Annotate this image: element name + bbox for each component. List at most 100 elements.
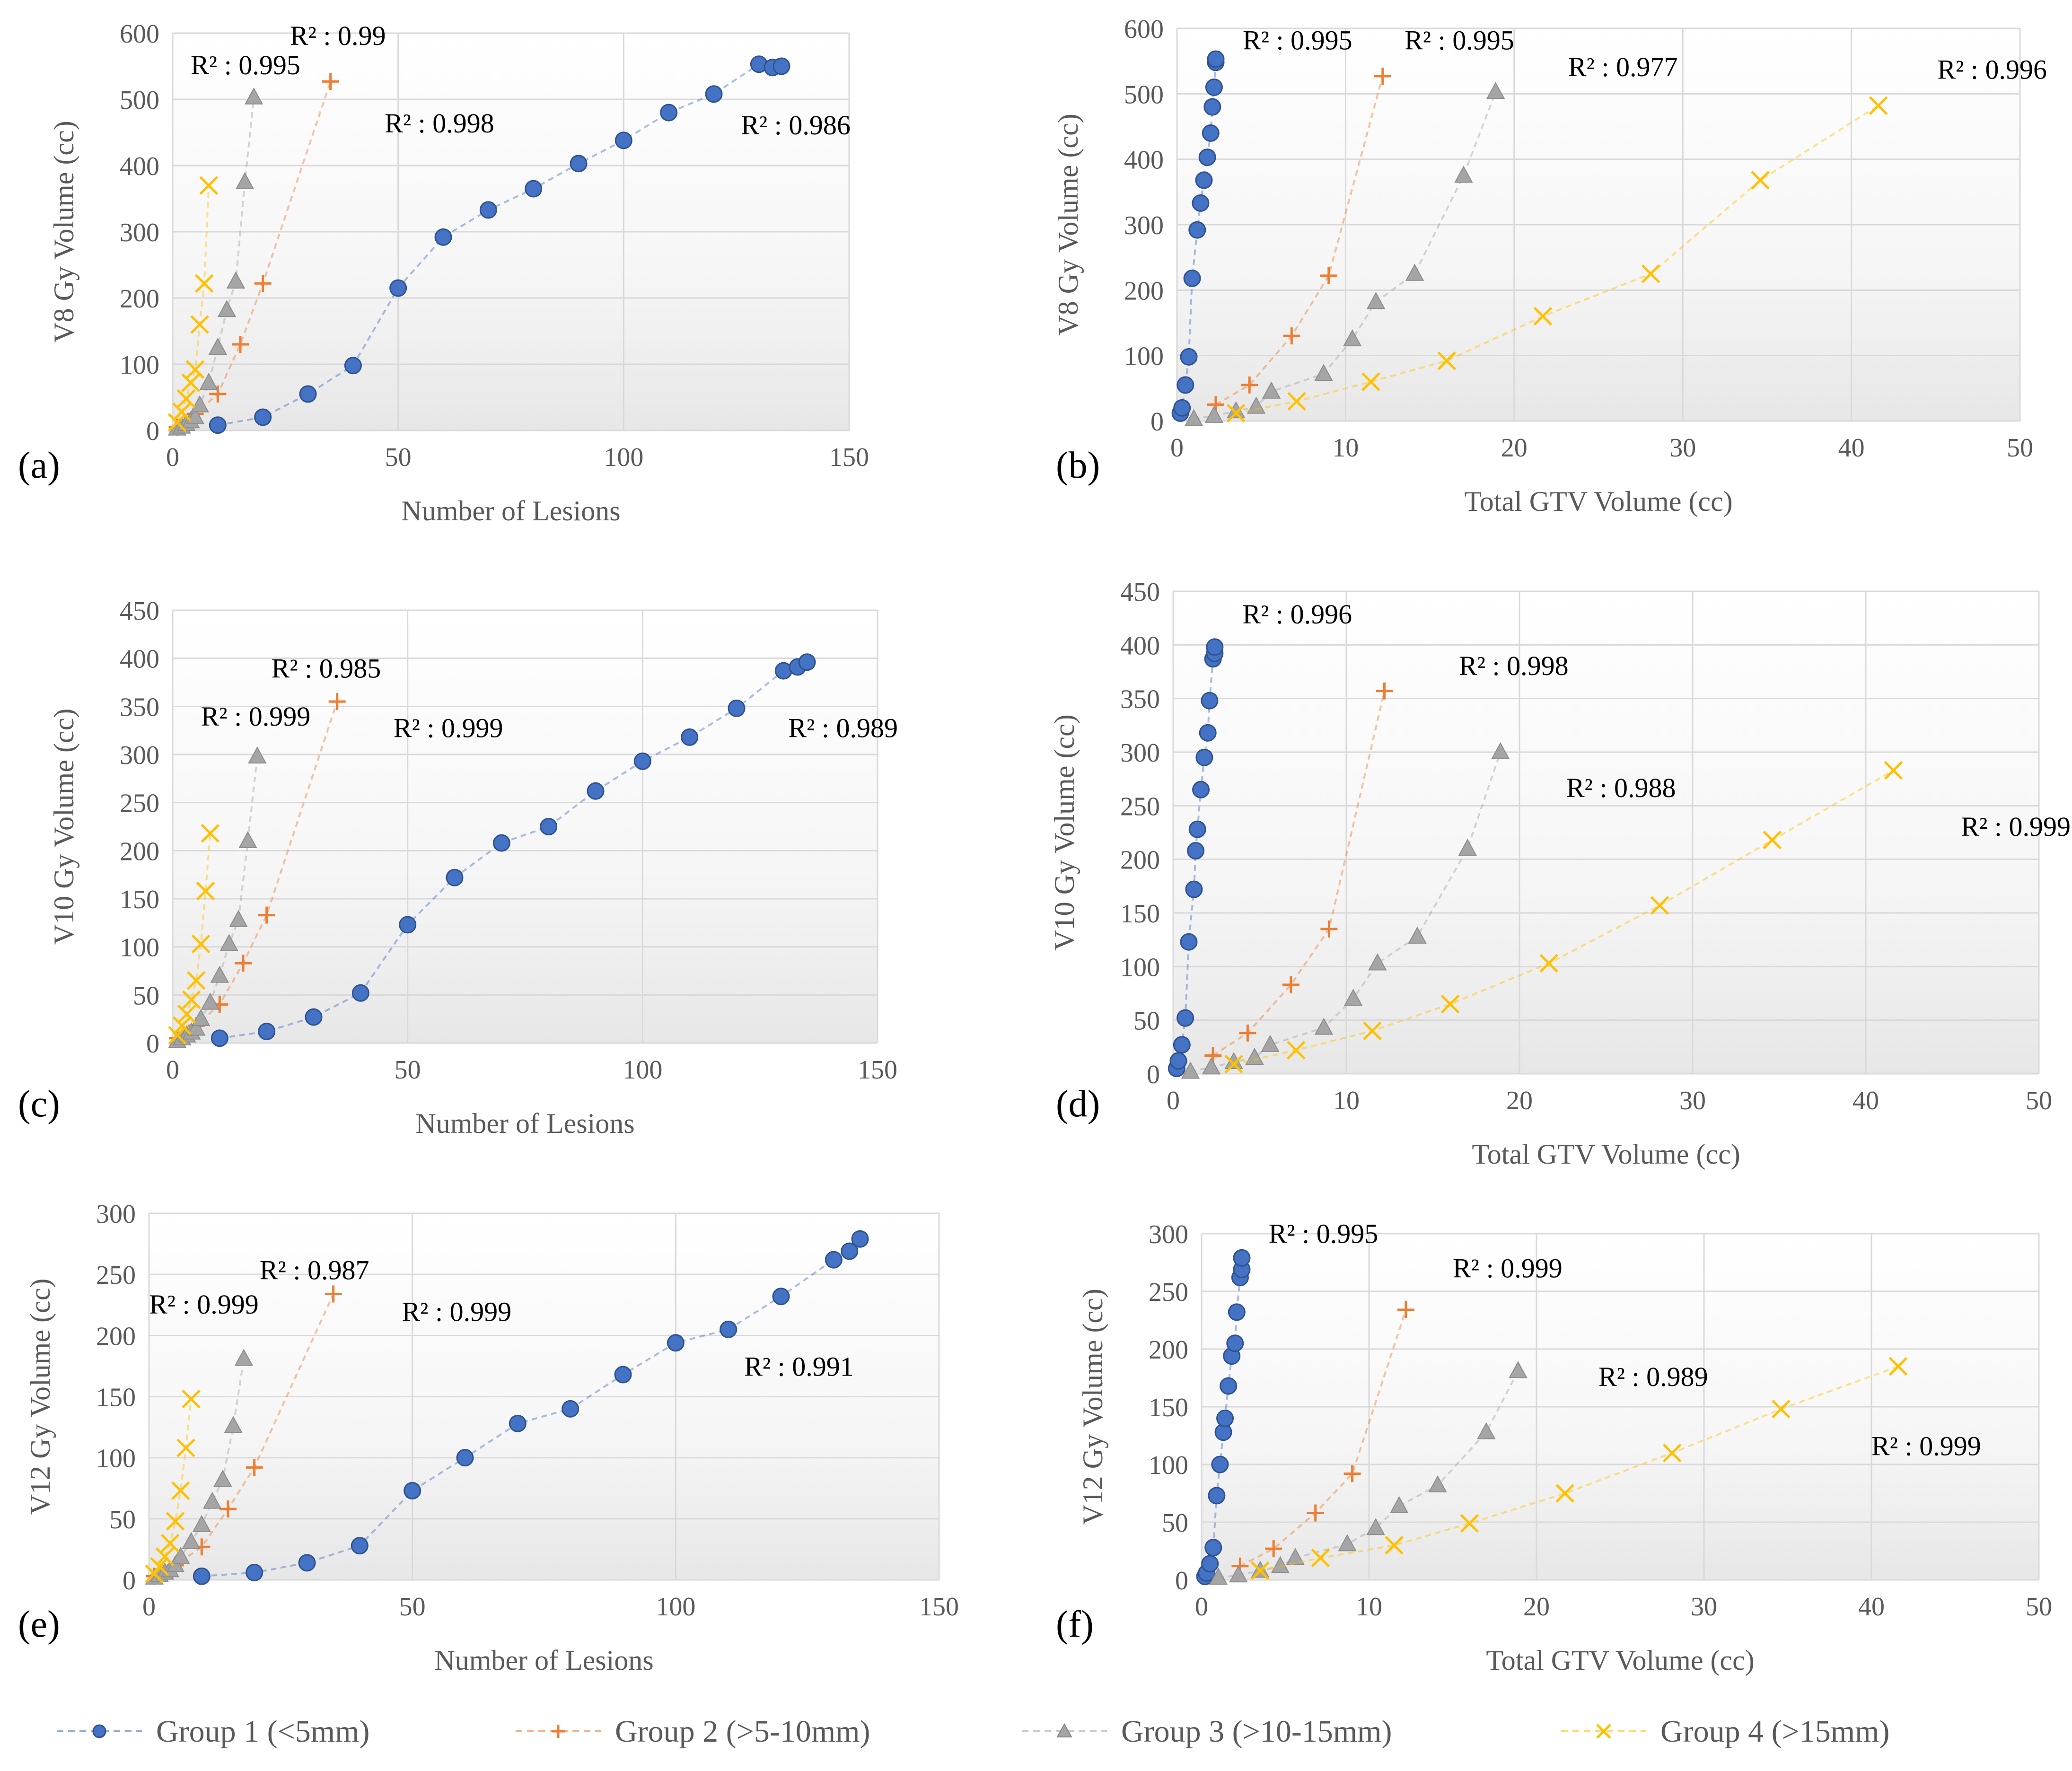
y-tick-label: 400 [1124, 146, 1164, 175]
y-tick-label: 400 [1120, 631, 1160, 660]
data-point-group-4 [191, 934, 211, 954]
data-point-group-4 [171, 1481, 190, 1500]
data-point-group-4 [1460, 1514, 1479, 1533]
legend-label-group-2: Group 2 (>5-10mm) [615, 1714, 870, 1749]
data-point-group-1 [1199, 724, 1217, 742]
data-point-group-2 [232, 336, 249, 353]
r-squared-label: R² : 0.998 [385, 108, 494, 139]
plot-area-d [1173, 591, 2039, 1074]
panel-label-a: (a) [18, 445, 60, 486]
data-point-group-3 [1271, 1556, 1290, 1573]
data-point-group-4 [1287, 392, 1306, 411]
y-tick-label: 0 [1147, 1060, 1160, 1089]
data-point-group-3 [201, 992, 220, 1010]
x-tick-label: 50 [395, 1055, 421, 1085]
x-tick-label: 100 [656, 1592, 695, 1622]
data-point-group-3 [1181, 1061, 1200, 1079]
x-tick-label: 0 [1167, 1086, 1180, 1115]
series-line-group-2 [176, 701, 338, 1039]
data-point-group-4 [190, 315, 209, 334]
x-tick-label: 50 [385, 443, 412, 472]
data-point-group-3 [182, 1532, 201, 1549]
data-point-group-1 [540, 818, 558, 835]
data-point-group-1 [773, 57, 790, 75]
y-axis-title: V8 Gy Volume (cc) [48, 121, 79, 342]
y-tick-label: 100 [96, 1444, 136, 1473]
data-point-group-3 [185, 407, 205, 424]
data-point-group-2 [258, 906, 275, 924]
data-point-group-1 [1233, 1249, 1251, 1267]
x-tick-label: 50 [2026, 1086, 2052, 1115]
y-tick-label: 300 [120, 741, 159, 770]
data-point-group-2 [1343, 1465, 1361, 1482]
data-point-group-2 [1241, 376, 1258, 394]
data-point-group-3 [1209, 1568, 1228, 1585]
data-point-group-2 [1374, 67, 1391, 85]
y-tick-label: 0 [1175, 1566, 1188, 1596]
y-axis-title: V10 Gy Volume (cc) [48, 709, 79, 945]
data-point-group-3 [1486, 82, 1505, 99]
data-point-group-4 [1361, 372, 1380, 391]
data-point-group-3 [1343, 329, 1362, 347]
data-point-group-1 [1211, 1455, 1229, 1473]
r-squared-label: R² : 0.999 [1453, 1253, 1563, 1284]
data-point-group-1 [825, 1251, 843, 1269]
data-point-group-4 [181, 373, 200, 392]
data-point-group-2 [1320, 267, 1337, 284]
legend-label-group-1: Group 1 (<5mm) [156, 1714, 370, 1749]
panel-label-d: (d) [1056, 1083, 1100, 1125]
data-point-group-2 [254, 275, 272, 292]
data-point-group-2 [246, 1459, 263, 1476]
y-tick-label: 0 [146, 417, 159, 446]
data-point-group-3 [238, 831, 257, 848]
r-squared-label: R² : 0.996 [1242, 599, 1352, 630]
y-tick-label: 200 [1149, 1335, 1188, 1365]
data-point-group-2 [325, 1285, 342, 1303]
x-tick-label: 50 [399, 1592, 426, 1622]
data-point-group-4 [1772, 1400, 1791, 1419]
r-squared-label: R² : 0.999 [394, 712, 503, 743]
data-point-group-3 [1390, 1496, 1409, 1513]
data-point-group-2 [1320, 921, 1338, 938]
data-point-group-1 [1187, 842, 1205, 860]
data-point-group-4 [160, 1534, 180, 1553]
data-point-group-3 [210, 965, 229, 983]
data-point-group-1 [1203, 98, 1221, 116]
data-point-group-3 [1261, 1035, 1280, 1052]
data-point-group-3 [226, 271, 246, 289]
x-tick-label: 100 [623, 1055, 662, 1085]
data-point-group-3 [208, 337, 228, 355]
data-point-group-1 [525, 180, 543, 198]
x-tick-label: 100 [604, 443, 643, 472]
x-axis-title: Number of Lesions [434, 1645, 653, 1676]
data-point-group-3 [248, 746, 267, 764]
data-point-group-1 [1207, 50, 1225, 68]
y-tick-label: 300 [1124, 211, 1164, 240]
data-point-group-1 [246, 1564, 263, 1581]
data-point-group-1 [1188, 820, 1206, 838]
series-line-group-3 [176, 97, 255, 430]
data-point-group-1 [1185, 880, 1203, 898]
data-point-group-1 [1202, 124, 1220, 142]
y-axis-title: V8 Gy Volume (cc) [1053, 114, 1084, 335]
data-point-group-1 [614, 1366, 632, 1384]
data-point-group-1 [1201, 692, 1219, 710]
chart-d: 0 10 20 30 40 50 0 50 100 150 200 250 300 350 400 450 To… [1049, 578, 2071, 1170]
data-point-group-3 [1204, 405, 1224, 423]
r-squared-label: R² : 0.995 [191, 50, 300, 80]
data-point-group-4 [1869, 96, 1888, 115]
panel-label-b: (b) [1056, 445, 1100, 486]
data-point-group-3 [235, 172, 255, 189]
data-point-group-1 [1192, 780, 1210, 798]
legend-marker-group-3 [1056, 1723, 1072, 1737]
y-tick-label: 50 [133, 981, 159, 1010]
data-point-group-1 [299, 385, 317, 403]
data-point-group-4 [1555, 1484, 1574, 1503]
r-squared-label: R² : 0.987 [260, 1255, 369, 1286]
data-point-group-1 [1216, 1409, 1234, 1427]
data-point-group-4 [1662, 1443, 1682, 1463]
x-tick-label: 0 [166, 443, 179, 472]
data-point-group-3 [192, 1515, 211, 1532]
data-point-group-1 [1173, 399, 1191, 417]
